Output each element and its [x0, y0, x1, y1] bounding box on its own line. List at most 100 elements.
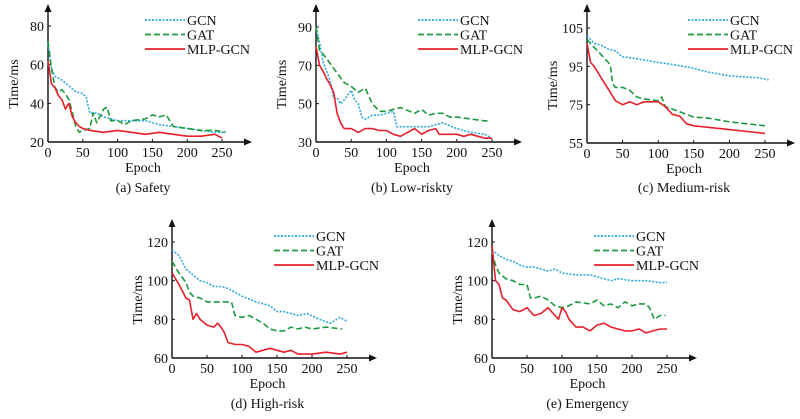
- x-tick-label: 150: [683, 147, 704, 162]
- series-line-gcn: [491, 249, 667, 284]
- subplot-caption: (b) Low-riskty: [371, 181, 453, 196]
- series-line-gat: [315, 26, 491, 122]
- x-tick-label: 150: [411, 146, 432, 161]
- x-axis-arrow: [787, 139, 795, 147]
- y-tick-label: 60: [30, 59, 44, 74]
- x-tick-label: 200: [177, 146, 198, 161]
- series-line-gat: [491, 251, 666, 321]
- y-tick-label: 120: [467, 236, 488, 251]
- subplot-3: 0 50 100 150 200 250 55 75 95 105 Epoch Time/ms (c) …: [546, 4, 795, 196]
- x-tick-label: 50: [76, 146, 90, 161]
- y-tick-label: 80: [474, 313, 488, 328]
- x-tick-label: 0: [169, 362, 176, 377]
- x-axis-arrow: [244, 138, 252, 146]
- legend-label-gcn: GCN: [460, 14, 490, 29]
- y-tick-label: 80: [30, 20, 44, 35]
- legend-label-gcn: GCN: [187, 14, 217, 29]
- y-axis-arrow: [168, 219, 176, 227]
- series-line-mlp-gcn: [586, 43, 766, 135]
- x-axis-arrow: [369, 354, 377, 362]
- x-axis-label: Epoch: [125, 161, 161, 176]
- x-tick-label: 50: [200, 362, 214, 377]
- series-line-gat: [47, 41, 226, 134]
- y-tick-label: 30: [298, 136, 312, 151]
- x-tick-label: 250: [212, 146, 233, 161]
- x-tick-label: 200: [446, 146, 467, 161]
- subplot-caption: (e) Emergency: [546, 397, 629, 412]
- x-axis-label: Epoch: [394, 161, 430, 176]
- legend-label-mlp-gcn: MLP-GCN: [730, 43, 793, 58]
- x-tick-label: 250: [337, 362, 358, 377]
- y-tick-label: 100: [147, 275, 168, 290]
- x-tick-label: 0: [489, 362, 496, 377]
- series-line-gcn: [171, 249, 348, 324]
- x-tick-label: 250: [657, 362, 678, 377]
- x-tick-label: 150: [267, 362, 288, 377]
- series-line-gcn: [47, 45, 226, 134]
- y-axis-label: Time/ms: [546, 61, 561, 110]
- y-tick-label: 55: [569, 137, 583, 152]
- subplot-caption: (a) Safety: [116, 181, 171, 196]
- series-line-mlp-gcn: [47, 60, 223, 139]
- y-tick-label: 70: [298, 59, 312, 74]
- x-tick-label: 50: [520, 362, 534, 377]
- subplot-5: 0 50 100 150 200 250 60 80 100 120 Epoch Time/ms (e)…: [451, 219, 699, 412]
- y-axis-label: Time/ms: [131, 275, 146, 324]
- y-tick-label: 100: [467, 275, 488, 290]
- x-tick-label: 250: [482, 146, 503, 161]
- y-tick-label: 95: [569, 60, 583, 75]
- y-axis-arrow: [583, 4, 591, 12]
- legend-label-gcn: GCN: [730, 14, 760, 29]
- x-axis-label: Epoch: [250, 377, 286, 392]
- legend-label-gat: GAT: [187, 29, 215, 44]
- x-tick-label: 100: [552, 362, 573, 377]
- series-line-gat: [586, 38, 766, 127]
- y-tick-label: 90: [298, 21, 312, 36]
- x-tick-label: 200: [622, 362, 643, 377]
- legend-label-mlp-gcn: MLP-GCN: [636, 259, 699, 274]
- y-tick-label: 80: [154, 313, 168, 328]
- y-tick-label: 75: [569, 99, 583, 114]
- legend-label-gat: GAT: [316, 245, 344, 260]
- legend-label-gat: GAT: [730, 29, 758, 44]
- x-tick-label: 150: [587, 362, 608, 377]
- y-axis-arrow: [488, 219, 496, 227]
- y-tick-label: 40: [30, 97, 44, 112]
- y-tick-label: 105: [562, 22, 583, 37]
- legend-label-gat: GAT: [460, 29, 488, 44]
- y-axis-label: Time/ms: [7, 59, 22, 108]
- y-tick-label: 120: [147, 236, 168, 251]
- x-tick-label: 200: [302, 362, 323, 377]
- series-line-mlp-gcn: [315, 46, 492, 139]
- x-axis-arrow: [689, 354, 697, 362]
- x-tick-label: 100: [107, 146, 128, 161]
- legend-label-gat: GAT: [636, 245, 664, 260]
- subplot-2: 0 50 100 150 200 250 30 50 70 90 Epoch Time/ms (b) L…: [275, 4, 523, 196]
- x-tick-label: 100: [648, 147, 669, 162]
- subplot-caption: (d) High-risk: [231, 397, 305, 412]
- series-line-gcn: [586, 35, 769, 81]
- series-line-gat: [171, 260, 343, 332]
- x-tick-label: 0: [45, 146, 52, 161]
- y-axis-arrow: [312, 4, 320, 12]
- legend-label-mlp-gcn: MLP-GCN: [187, 43, 250, 58]
- x-tick-label: 100: [376, 146, 397, 161]
- x-tick-label: 0: [584, 147, 591, 162]
- legend-label-gcn: GCN: [636, 230, 666, 245]
- legend-label-gcn: GCN: [316, 230, 346, 245]
- x-tick-label: 50: [344, 146, 358, 161]
- y-axis-label: Time/ms: [451, 275, 466, 324]
- y-tick-label: 20: [30, 136, 44, 151]
- x-tick-label: 50: [616, 147, 630, 162]
- subplot-caption: (c) Medium-risk: [638, 181, 730, 196]
- subplot-1: 0 50 100 150 200 250 20 40 60 80 Epoch Time/ms (a) S…: [7, 4, 252, 196]
- y-axis-arrow: [44, 4, 52, 12]
- x-tick-label: 0: [313, 146, 320, 161]
- x-tick-label: 250: [755, 147, 776, 162]
- y-tick-label: 50: [298, 98, 312, 113]
- x-tick-label: 200: [719, 147, 740, 162]
- x-tick-label: 100: [232, 362, 253, 377]
- legend-label-mlp-gcn: MLP-GCN: [460, 43, 523, 58]
- series-line-mlp-gcn: [171, 272, 348, 355]
